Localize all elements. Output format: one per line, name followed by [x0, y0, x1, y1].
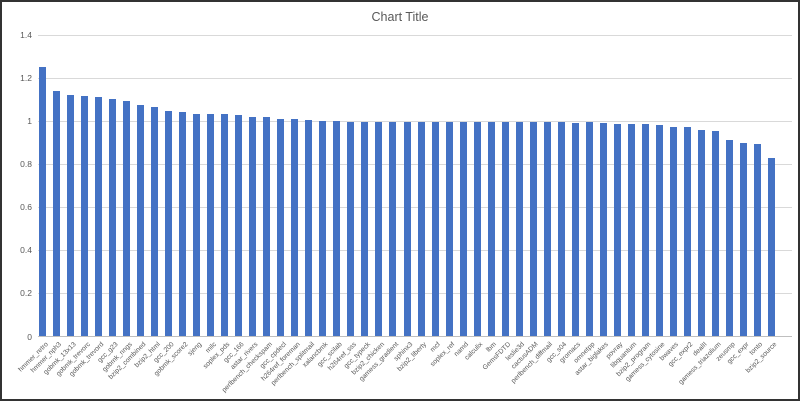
bar: [389, 121, 397, 337]
bar: [697, 129, 705, 337]
bar: [613, 123, 621, 337]
bar: [277, 118, 285, 337]
x-axis-tick-label: sjeng: [187, 341, 204, 358]
bar: [753, 144, 761, 337]
bar: [585, 122, 593, 337]
y-axis-tick-label: 1: [27, 116, 32, 127]
bar: [445, 122, 453, 337]
y-axis-tick-label: 0.4: [20, 245, 32, 256]
bar: [361, 121, 369, 337]
bar: [333, 121, 341, 337]
gridline: [38, 34, 792, 36]
bar: [179, 111, 187, 337]
bar: [487, 122, 495, 337]
bar: [137, 104, 145, 337]
bar: [711, 130, 719, 337]
bar: [263, 117, 271, 337]
gridline: [38, 249, 792, 251]
bar: [641, 124, 649, 337]
bar: [347, 121, 355, 337]
bar: [235, 115, 243, 337]
bar: [221, 114, 229, 337]
gridline: [38, 120, 792, 122]
y-axis-tick-label: 1.2: [20, 73, 32, 84]
bar: [375, 121, 383, 337]
bar: [305, 120, 313, 337]
bar: [557, 122, 565, 337]
bar: [39, 66, 46, 337]
bar: [193, 113, 201, 337]
y-axis-tick-label: 0.2: [20, 288, 32, 299]
bar: [151, 106, 159, 337]
chart-title: Chart Title: [371, 10, 429, 24]
y-axis-tick-label: 0: [27, 331, 32, 342]
y-axis-tick-label: 0.8: [20, 159, 32, 170]
bar: [417, 122, 425, 337]
gridline: [38, 77, 792, 79]
bar: [207, 114, 215, 337]
bar: [529, 121, 537, 337]
bar: [319, 120, 327, 337]
bar: [571, 122, 579, 337]
gridline: [38, 163, 792, 165]
x-axis-line: [38, 336, 792, 337]
bar: [655, 124, 663, 337]
bar: [291, 118, 299, 337]
bar: [501, 122, 509, 337]
bar: [403, 122, 411, 337]
bar: [725, 140, 733, 337]
bar: [53, 90, 61, 337]
bar: [431, 122, 439, 337]
bar: [599, 123, 607, 337]
bar: [249, 116, 257, 337]
bar: [627, 124, 635, 337]
gridline: [38, 206, 792, 208]
bar: [165, 110, 173, 337]
bar: [543, 121, 551, 337]
bar: [123, 100, 131, 337]
y-axis-tick-label: 1.4: [20, 30, 32, 40]
bar: [459, 122, 467, 337]
gridline: [38, 292, 792, 294]
bar: [67, 94, 75, 337]
bar: [473, 122, 481, 337]
bar: [739, 142, 747, 337]
bar: [109, 98, 117, 337]
bar: [81, 95, 89, 337]
y-axis-tick-label: 0.6: [20, 202, 32, 213]
bar: [683, 127, 691, 337]
bar: [515, 121, 523, 337]
bar: [768, 157, 775, 337]
bar: [95, 97, 103, 337]
bar: [669, 126, 677, 337]
